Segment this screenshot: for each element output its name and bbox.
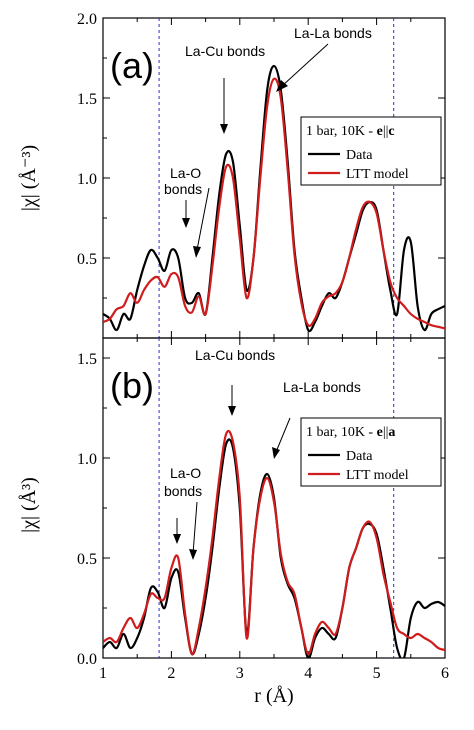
- panel-b-la-o-arrowhead-1: [173, 534, 181, 544]
- panel-a-annotation-la-o-2: bonds: [164, 181, 202, 197]
- panel-a-legend-title: 1 bar, 10K - e||c: [306, 124, 395, 139]
- panel-b-y-tick-label: 1.5: [77, 351, 97, 368]
- panel-b-legend-data-label: Data: [346, 449, 373, 464]
- panel-b-annotation-la-cu: La-Cu bonds: [195, 347, 275, 363]
- panel-b-la-la-arrow: [275, 417, 291, 453]
- x-tick-label: 3: [236, 665, 244, 682]
- panel-a-ticks: 0.5 1.0 1.5 2.0: [77, 11, 446, 339]
- panel-b-legend-title: 1 bar, 10K - e||a: [306, 425, 395, 440]
- panel-a-y-tick-label: 2.0: [77, 11, 97, 28]
- panel-a-reference-lines: [158, 18, 395, 338]
- panel-b-label: (b): [110, 365, 154, 406]
- panel-b: 0.0 0.5 1.0 1.5 (b) |χ| (Å³) La-Cu bonds La…: [18, 337, 446, 668]
- panel-b-legend-model-label: LTT model: [346, 468, 409, 483]
- x-axis-label: r (Å): [254, 685, 293, 707]
- panel-a-annotation-la-la: La-La bonds: [294, 25, 372, 41]
- panel-b-ylabel: |χ| (Å³): [18, 477, 40, 533]
- panel-a-la-o-arrow-2: [196, 187, 210, 251]
- panel-b-y-tick-label: 0.5: [77, 551, 97, 568]
- panel-b-reference-lines: [158, 338, 395, 658]
- panel-a-series: [103, 64, 445, 333]
- panel-b-series: [103, 429, 445, 658]
- panel-b-y-tick-label: 1.0: [77, 451, 97, 468]
- panel-b-annotation-la-o-1: La-O: [170, 465, 201, 481]
- panel-b-series-ltt-model: [103, 429, 445, 656]
- panel-a-legend-model-label: LTT model: [346, 167, 409, 182]
- panel-a-series-data: [103, 64, 445, 333]
- x-tick-label: 6: [441, 665, 449, 682]
- panel-b-legend: 1 bar, 10K - e||a Data LTT model: [300, 417, 442, 487]
- panel-b-la-o-arrowhead-2: [189, 549, 197, 560]
- x-tick-label: 1: [99, 665, 107, 682]
- panel-a-legend: 1 bar, 10K - e||c Data LTT model: [300, 116, 442, 186]
- x-tick-label: 2: [167, 665, 175, 682]
- panel-a-legend-data-label: Data: [346, 148, 373, 163]
- panel-a-la-o-arrowhead-1: [182, 218, 190, 228]
- panel-a-la-cu-arrowhead: [220, 124, 228, 134]
- x-tick-label: 5: [373, 665, 381, 682]
- panel-a-la-la-arrow: [281, 43, 329, 87]
- panel-a-series-ltt-model: [103, 77, 445, 330]
- panel-a-la-o-arrowhead-2: [193, 246, 201, 258]
- panel-a-label: (a): [110, 45, 154, 86]
- panel-b-la-cu-arrowhead: [228, 406, 236, 416]
- panel-a-la-la-arrowhead: [276, 80, 288, 92]
- x-tick-label: 4: [304, 665, 312, 682]
- panel-b-annotation-la-la: La-La bonds: [283, 379, 361, 395]
- panel-a-y-tick-label: 1.0: [77, 171, 97, 188]
- panel-a-y-tick-label: 1.5: [77, 91, 97, 108]
- panel-b-la-la-arrowhead: [272, 447, 280, 459]
- panel-b-y-tick-label: 0.0: [77, 651, 97, 668]
- panel-b-ticks: 0.0 0.5 1.0 1.5: [77, 338, 446, 668]
- panel-a-ylabel: |χ| (Å⁻³): [18, 145, 40, 211]
- panel-a-annotation-la-o-1: La-O: [170, 165, 201, 181]
- panel-b-annotation-la-o-2: bonds: [164, 483, 202, 499]
- panel-a: 0.5 1.0 1.5 2.0 (a) |χ| (Å⁻³) La-Cu bonds L…: [18, 11, 446, 339]
- panel-a-y-tick-label: 0.5: [77, 251, 97, 268]
- x-axis-tick-labels: 1 2 3 4 5 6: [99, 665, 449, 682]
- panel-a-annotation-la-cu: La-Cu bonds: [185, 43, 265, 59]
- panel-b-la-o-arrow-2: [192, 501, 198, 555]
